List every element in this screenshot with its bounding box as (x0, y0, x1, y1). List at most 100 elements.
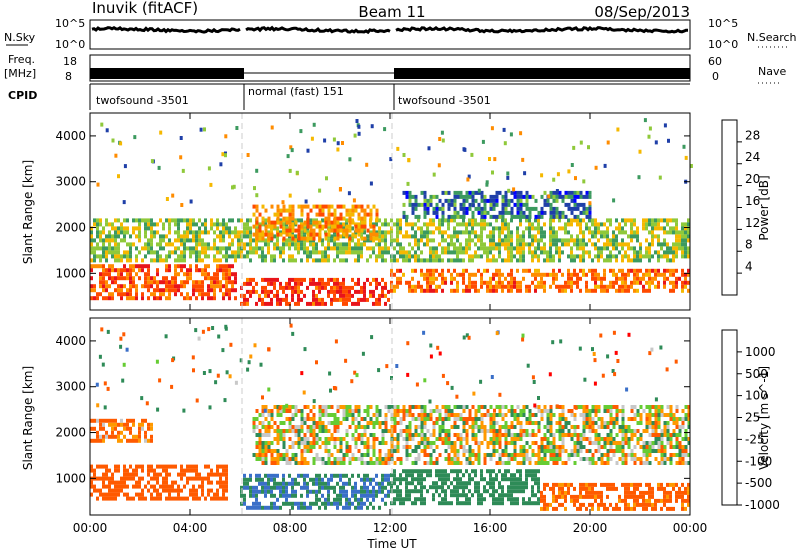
data-cell (606, 449, 610, 453)
data-cell (429, 276, 432, 281)
data-cell (588, 429, 592, 433)
data-cell (309, 417, 313, 421)
data-cell (567, 268, 570, 273)
data-cell (180, 264, 183, 269)
data-cell (675, 284, 678, 289)
data-cell (573, 218, 576, 223)
data-cell (624, 425, 628, 429)
data-cell (324, 232, 328, 237)
data-cell (90, 468, 93, 473)
data-cell (627, 272, 630, 277)
data-cell (174, 272, 177, 277)
data-cell (498, 190, 502, 195)
data-cell (672, 268, 675, 273)
data-cell (441, 190, 445, 195)
data-cell (555, 276, 558, 281)
data-cell (579, 202, 583, 207)
data-cell (470, 152, 474, 157)
data-cell (366, 453, 370, 457)
data-cell (309, 224, 313, 229)
data-cell (399, 489, 402, 494)
data-cell (372, 250, 375, 255)
data-cell (383, 127, 387, 132)
data-cell (510, 497, 513, 502)
data-cell (510, 214, 514, 219)
data-cell (351, 226, 354, 231)
data-cell (153, 476, 156, 481)
data-cell (321, 425, 325, 429)
data-cell (129, 246, 132, 251)
data-cell (213, 254, 216, 259)
data-cell (555, 445, 559, 449)
data-cell (408, 222, 411, 227)
data-cell (414, 202, 418, 207)
data-cell (510, 242, 513, 247)
data-cell (345, 246, 348, 251)
data-cell (327, 293, 330, 298)
data-cell (291, 212, 295, 217)
data-cell (105, 238, 108, 243)
data-cell (378, 293, 381, 298)
data-cell (165, 480, 168, 485)
data-cell (462, 405, 466, 409)
data-cell (507, 210, 511, 215)
data-cell (501, 214, 505, 219)
data-cell (438, 485, 441, 490)
data-cell (507, 254, 510, 259)
data-cell (480, 198, 484, 203)
data-cell (414, 461, 418, 465)
data-cell (417, 481, 420, 486)
data-cell (600, 425, 604, 429)
data-cell (462, 210, 466, 215)
data-cell (420, 268, 423, 273)
data-cell (345, 224, 349, 229)
data-cell (357, 405, 361, 409)
data-cell (312, 421, 316, 425)
data-cell (519, 206, 523, 211)
data-cell (627, 258, 630, 263)
data-cell (189, 254, 192, 259)
data-cell (249, 277, 252, 282)
data-cell (186, 222, 189, 227)
data-cell (387, 457, 391, 461)
data-cell (372, 222, 375, 227)
data-cell (534, 501, 537, 506)
data-cell (426, 210, 430, 215)
beam-title: Beam 11 (358, 3, 425, 21)
data-cell (351, 485, 354, 490)
data-cell (543, 425, 547, 429)
data-cell (570, 288, 573, 293)
data-cell (228, 218, 231, 223)
data-cell (168, 250, 171, 255)
data-cell (435, 214, 439, 219)
data-cell (513, 473, 516, 478)
data-cell (357, 297, 360, 302)
data-cell (177, 496, 180, 501)
data-cell (336, 220, 340, 225)
data-cell (198, 284, 201, 289)
data-cell (144, 222, 147, 227)
data-cell (493, 157, 497, 162)
data-cell (438, 425, 442, 429)
data-cell (483, 222, 486, 227)
data-cell (468, 242, 471, 247)
data-cell (483, 429, 487, 433)
data-cell (276, 461, 280, 465)
data-cell (453, 242, 456, 247)
data-cell (594, 413, 598, 417)
data-cell (588, 425, 592, 429)
data-cell (495, 272, 498, 277)
data-cell (100, 122, 104, 127)
data-cell (687, 280, 690, 285)
data-cell (168, 218, 171, 223)
data-cell (534, 461, 538, 465)
data-cell (243, 297, 246, 302)
data-cell (114, 242, 117, 247)
data-cell (432, 449, 436, 453)
data-cell (132, 264, 135, 269)
data-cell (417, 226, 420, 231)
data-cell (522, 254, 525, 259)
data-cell (312, 220, 316, 225)
data-cell (411, 405, 415, 409)
